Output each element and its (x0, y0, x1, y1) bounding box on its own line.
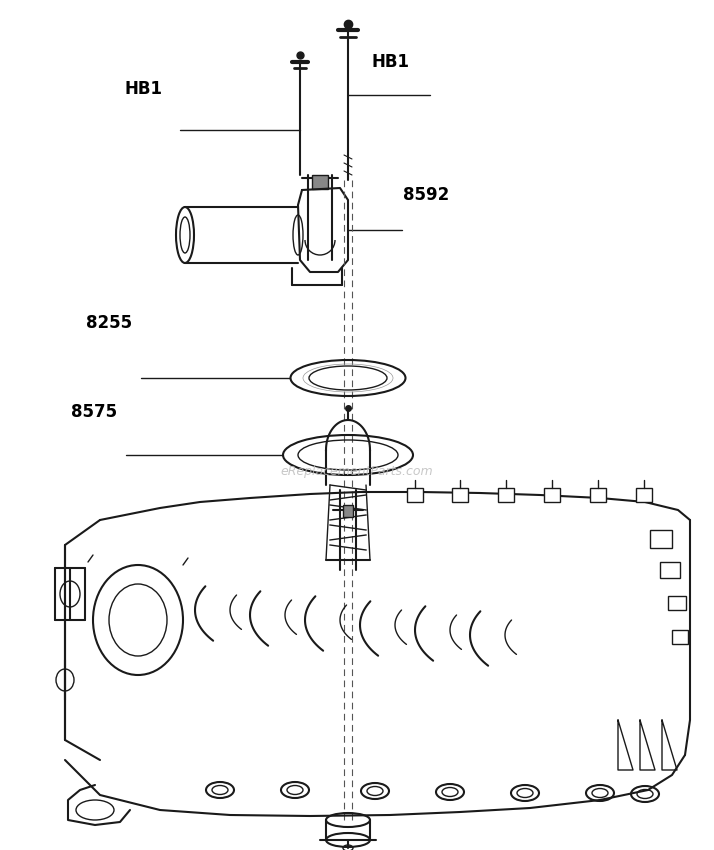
Bar (660, 562, 680, 578)
Bar (672, 630, 688, 644)
Bar (650, 530, 672, 548)
Bar (590, 488, 606, 502)
Bar (498, 488, 514, 502)
Bar (312, 175, 328, 189)
Bar (452, 488, 468, 502)
Text: HB1: HB1 (125, 80, 163, 99)
Bar (544, 488, 560, 502)
Text: 8575: 8575 (71, 403, 118, 422)
Bar (668, 596, 686, 610)
Text: eReplacementParts.com: eReplacementParts.com (281, 465, 433, 479)
Text: HB1: HB1 (371, 53, 409, 71)
Bar (343, 505, 353, 517)
Bar (636, 488, 652, 502)
Bar (407, 488, 423, 502)
Text: 8592: 8592 (403, 186, 450, 205)
Text: 8255: 8255 (86, 314, 132, 332)
